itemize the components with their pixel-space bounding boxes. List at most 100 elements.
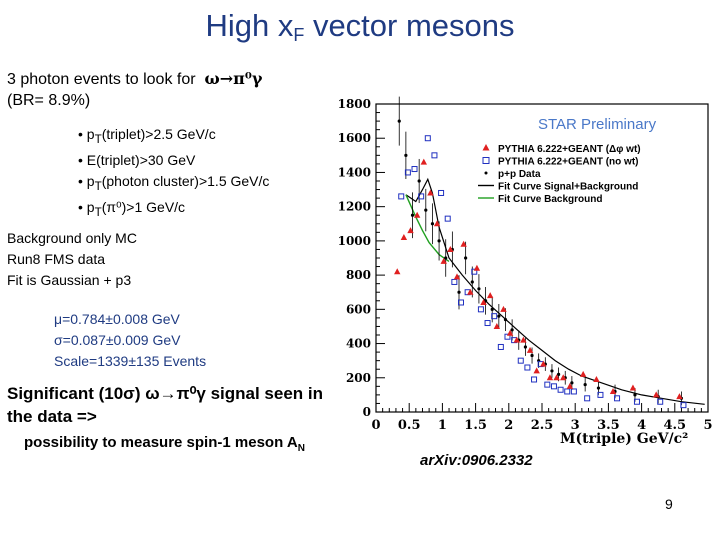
- cut-item: • pT(π⁰)>1 GeV/c: [78, 197, 269, 223]
- data-point: [633, 393, 637, 397]
- data-point: [430, 222, 435, 226]
- pythia-dphi-wt-marker: [560, 374, 567, 381]
- background-fit-line: [405, 194, 450, 262]
- possibility-subscript: N: [297, 443, 305, 454]
- x-tick-label: 2.5: [531, 418, 554, 433]
- pythia-no-wt-marker: [517, 357, 524, 364]
- cut-sub: T: [94, 179, 102, 193]
- pythia-no-wt-marker: [524, 364, 531, 371]
- data-point: [464, 256, 468, 260]
- pythia-no-wt-marker: [398, 193, 405, 200]
- pythia-no-wt-marker: [458, 299, 464, 306]
- pythia-no-wt-marker: [544, 381, 551, 388]
- data-point: [410, 213, 415, 217]
- possibility-statement: possibility to measure spin-1 meson AN: [24, 434, 305, 454]
- cut-pre: • p: [78, 172, 95, 189]
- fit-sigma: σ=0.087±0.009 GeV: [54, 332, 181, 348]
- pythia-dphi-wt-marker: [407, 227, 414, 234]
- pythia-dphi-wt-marker: [467, 288, 474, 295]
- x-tick-label: 4.5: [663, 418, 686, 433]
- omega-decay-symbol: ω→π⁰γ: [204, 69, 263, 88]
- cut-pre: • p: [78, 126, 95, 142]
- significance-statement: Significant (10σ) ω→π⁰γ signal seen in t…: [7, 382, 323, 428]
- pythia-no-wt-marker: [633, 398, 640, 405]
- data-point: [397, 119, 401, 123]
- data-point: [503, 318, 508, 322]
- data-point: [417, 179, 421, 183]
- data-point: [404, 153, 408, 157]
- cut-sub: T: [94, 132, 102, 146]
- y-tick-label: 1800: [338, 97, 371, 111]
- y-tick-label: 600: [346, 302, 371, 316]
- x-tick-label: 1.5: [464, 418, 487, 433]
- pythia-no-wt-marker: [451, 278, 458, 285]
- cut-list: • pT(triplet)>2.5 GeV/c • E(triplet)>30 …: [78, 124, 269, 222]
- legend-label: Fit Curve Background: [498, 194, 602, 205]
- title-text: High x: [205, 8, 294, 43]
- fit-curves: [405, 177, 705, 405]
- slide-title: High xF vector mesons: [0, 8, 720, 46]
- pythia-no-wt-marker: [418, 193, 425, 200]
- title-subscript: F: [293, 25, 305, 45]
- signal-background-fit-line: [405, 177, 705, 405]
- data-point: [596, 386, 601, 390]
- data-point: [530, 353, 534, 358]
- legend-point-marker: [484, 171, 488, 175]
- data-point: [497, 314, 501, 318]
- pythia-dphi-wt-marker: [566, 382, 574, 389]
- title-text-end: vector mesons: [304, 8, 515, 43]
- cut-item: • pT(triplet)>2.5 GeV/c: [78, 124, 269, 150]
- pythia-no-wt-marker: [404, 169, 411, 176]
- pythia-dphi-wt-marker: [629, 384, 637, 391]
- pythia-dphi-wt-marker: [533, 367, 540, 374]
- y-tick-label: 1600: [338, 131, 371, 145]
- x-tick-label: 2: [504, 418, 513, 433]
- legend-label: PYTHIA 6.222+GEANT (no wt): [498, 157, 638, 168]
- pythia-no-wt-marker: [424, 135, 431, 142]
- y-tick-label: 400: [346, 337, 371, 351]
- data-point: [550, 369, 554, 373]
- pythia-dphi-wt-marker: [493, 322, 501, 329]
- mc-description: Background only MC Run8 FMS data Fit is …: [7, 228, 137, 291]
- data-point: [457, 290, 461, 294]
- intro-text: 3 photon events to look for: [7, 71, 196, 88]
- pythia-no-wt-marker: [477, 306, 484, 313]
- pythia-dphi-wt-marker: [460, 240, 467, 247]
- pythia-dphi-wt-marker: [453, 273, 461, 280]
- pythia-no-wt-marker: [657, 398, 664, 405]
- x-tick-label: 4: [637, 418, 646, 433]
- pythia-dphi-wt-marker: [553, 374, 560, 381]
- pythia-no-wt-marker: [564, 388, 571, 395]
- cut-pre: • p: [78, 198, 95, 215]
- pythia-no-wt-marker: [484, 320, 491, 327]
- significance-line-1: Significant (10σ) ω→π⁰γ signal seen in: [7, 384, 323, 403]
- pythia-dphi-wt-marker: [394, 268, 401, 275]
- x-tick-label: 3: [571, 418, 580, 433]
- pythia-no-wt-marker: [504, 333, 511, 340]
- mc-line: Fit is Gaussian + p3: [7, 272, 132, 288]
- pythia-dphi-wt-marker: [520, 336, 527, 343]
- pythia-dphi-wt-marker: [440, 257, 447, 264]
- pythia-dphi-wt-marker: [506, 329, 514, 336]
- pythia-dphi-wt-marker: [513, 336, 520, 343]
- cut-post: (π⁰)>1 GeV/c: [101, 198, 186, 215]
- plot-axes: 0 0.5 1 1.5 2 2.5 3 3.5 4 4.5 5 0 200 400 600 800 1000 12…: [338, 97, 713, 433]
- fit-mu: μ=0.784±0.008 GeV: [54, 311, 180, 327]
- pythia-no-wt-marker: [584, 395, 591, 402]
- pythia-dphi-wt-marker: [579, 370, 587, 377]
- pythia-no-wt-marker: [411, 166, 418, 173]
- pythia-dphi-wt-marker: [480, 298, 487, 305]
- data-point: [490, 307, 494, 311]
- pythia-dphi-wt-marker: [500, 305, 507, 312]
- pythia-no-wt-marker: [550, 383, 557, 390]
- x-tick-label: 3.5: [597, 418, 620, 433]
- pythia-no-wt-marker: [491, 313, 498, 320]
- y-tick-label: 800: [346, 268, 371, 282]
- intro-line-1: 3 photon events to look for ω→π⁰γ: [7, 68, 262, 90]
- pythia-no-wt-marker: [438, 189, 445, 196]
- pythia-dphi-wt-marker: [526, 346, 534, 353]
- page-number: 9: [665, 496, 673, 512]
- y-tick-label: 0: [363, 405, 371, 419]
- legend-label: Fit Curve Signal+Background: [498, 182, 638, 193]
- pythia-dphi-wt-marker: [473, 264, 481, 271]
